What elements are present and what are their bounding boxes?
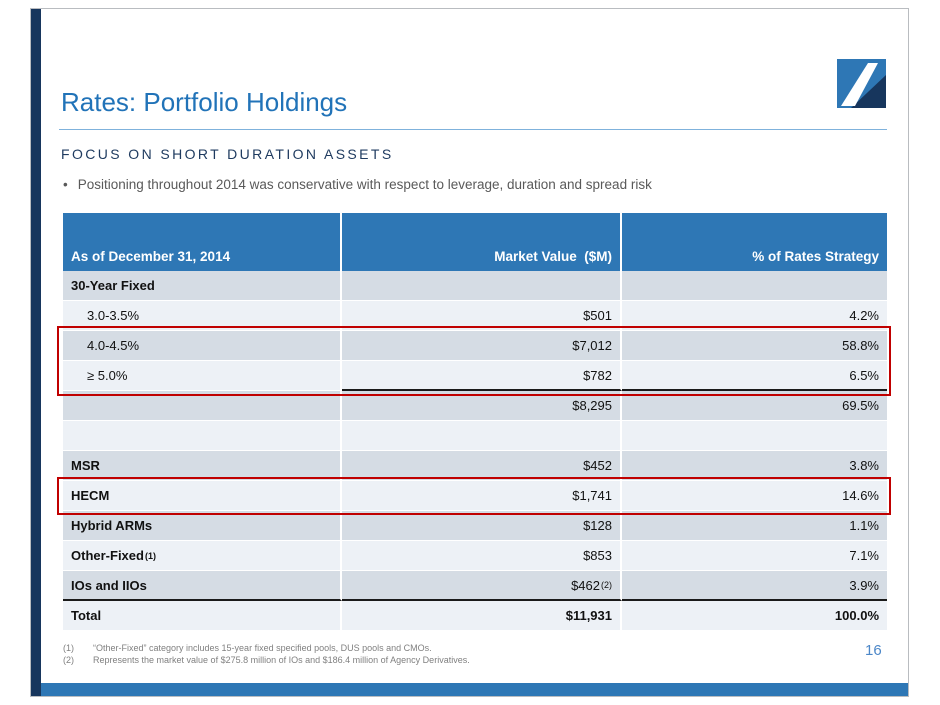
cell-market-value: $8,295	[342, 391, 622, 421]
cell-label: Total	[63, 601, 342, 631]
footnote-text: Represents the market value of $275.8 mi…	[93, 654, 470, 665]
cell-percent: 1.1%	[622, 511, 887, 541]
bottom-accent-bar	[41, 683, 908, 696]
cell-market-value: $452	[342, 451, 622, 481]
slide: Rates: Portfolio Holdings FOCUS ON SHORT…	[30, 8, 909, 697]
cell-value-text: $462	[571, 577, 600, 593]
cell-percent: 3.8%	[622, 451, 887, 481]
cell-label: Hybrid ARMs	[63, 511, 342, 541]
cell-percent	[622, 421, 887, 451]
cell-market-value: $501	[342, 301, 622, 331]
table-row: 30-Year Fixed	[63, 271, 887, 301]
cell-label: 4.0-4.5%	[63, 331, 342, 361]
cell-label: MSR	[63, 451, 342, 481]
table-row: Other-Fixed (1) $853 7.1%	[63, 541, 887, 571]
cell-label: HECM	[63, 481, 342, 511]
holdings-table: As of December 31, 2014 Market Value ($M…	[63, 213, 887, 631]
cell-label: 30-Year Fixed	[63, 271, 342, 301]
cell-percent: 14.6%	[622, 481, 887, 511]
footnote-number: (1)	[63, 643, 74, 653]
header-pct-rates-strategy: % of Rates Strategy	[752, 249, 879, 264]
cell-market-value	[342, 271, 622, 301]
cell-percent: 7.1%	[622, 541, 887, 571]
cell-market-value: $7,012	[342, 331, 622, 361]
cell-label	[63, 421, 342, 451]
table-row: 4.0-4.5% $7,012 58.8%	[63, 331, 887, 361]
cell-label: IOs and IIOs	[63, 571, 342, 601]
bullet-line: • Positioning throughout 2014 was conser…	[63, 177, 652, 192]
table-row-spacer	[63, 421, 887, 451]
table-row: 3.0-3.5% $501 4.2%	[63, 301, 887, 331]
cell-percent: 6.5%	[622, 361, 887, 391]
cell-percent: 58.8%	[622, 331, 887, 361]
company-logo	[837, 59, 886, 108]
table-row: MSR $452 3.8%	[63, 451, 887, 481]
table-row-subtotal: $8,295 69.5%	[63, 391, 887, 421]
header-market-value: Market Value ($M)	[342, 213, 622, 271]
footnote-text: “Other-Fixed” category includes 15-year …	[93, 643, 432, 653]
page-number: 16	[865, 642, 882, 659]
cell-label-text: Other-Fixed	[71, 548, 144, 563]
footnotes: (1) “Other-Fixed” category includes 15-y…	[63, 643, 470, 666]
cell-percent: 3.9%	[622, 571, 887, 601]
table-row: IOs and IIOs $462 (2) 3.9%	[63, 571, 887, 601]
cell-percent: 4.2%	[622, 301, 887, 331]
cell-market-value: $462 (2)	[342, 571, 622, 601]
page-title: Rates: Portfolio Holdings	[61, 87, 348, 117]
cell-label: ≥ 5.0%	[63, 361, 342, 391]
table-row: ≥ 5.0% $782 6.5%	[63, 361, 887, 391]
cell-market-value: $11,931	[342, 601, 622, 631]
footnote-2: (2) Represents the market value of $275.…	[63, 655, 470, 667]
logo-icon	[837, 59, 886, 108]
title-divider	[59, 129, 887, 130]
cell-market-value: $853	[342, 541, 622, 571]
left-accent-bar	[31, 9, 41, 696]
header-as-of-date: As of December 31, 2014	[63, 213, 342, 271]
table-row: Hybrid ARMs $128 1.1%	[63, 511, 887, 541]
section-subtitle: FOCUS ON SHORT DURATION ASSETS	[61, 146, 394, 162]
cell-percent	[622, 271, 887, 301]
table-row-total: Total $11,931 100.0%	[63, 601, 887, 631]
cell-label	[63, 391, 342, 421]
cell-label: 3.0-3.5%	[63, 301, 342, 331]
cell-market-value: $782	[342, 361, 622, 391]
cell-percent: 69.5%	[622, 391, 887, 421]
table-row: HECM $1,741 14.6%	[63, 481, 887, 511]
cell-market-value: $128	[342, 511, 622, 541]
cell-percent: 100.0%	[622, 601, 887, 631]
cell-market-value: $1,741	[342, 481, 622, 511]
footnote-1: (1) “Other-Fixed” category includes 15-y…	[63, 643, 470, 655]
table-header-row: As of December 31, 2014 Market Value ($M…	[63, 213, 887, 271]
bullet-text: Positioning throughout 2014 was conserva…	[77, 177, 652, 192]
footnote-number: (2)	[63, 654, 74, 665]
cell-market-value	[342, 421, 622, 451]
bullet-marker: •	[63, 177, 68, 192]
cell-label: Other-Fixed (1)	[63, 541, 342, 571]
